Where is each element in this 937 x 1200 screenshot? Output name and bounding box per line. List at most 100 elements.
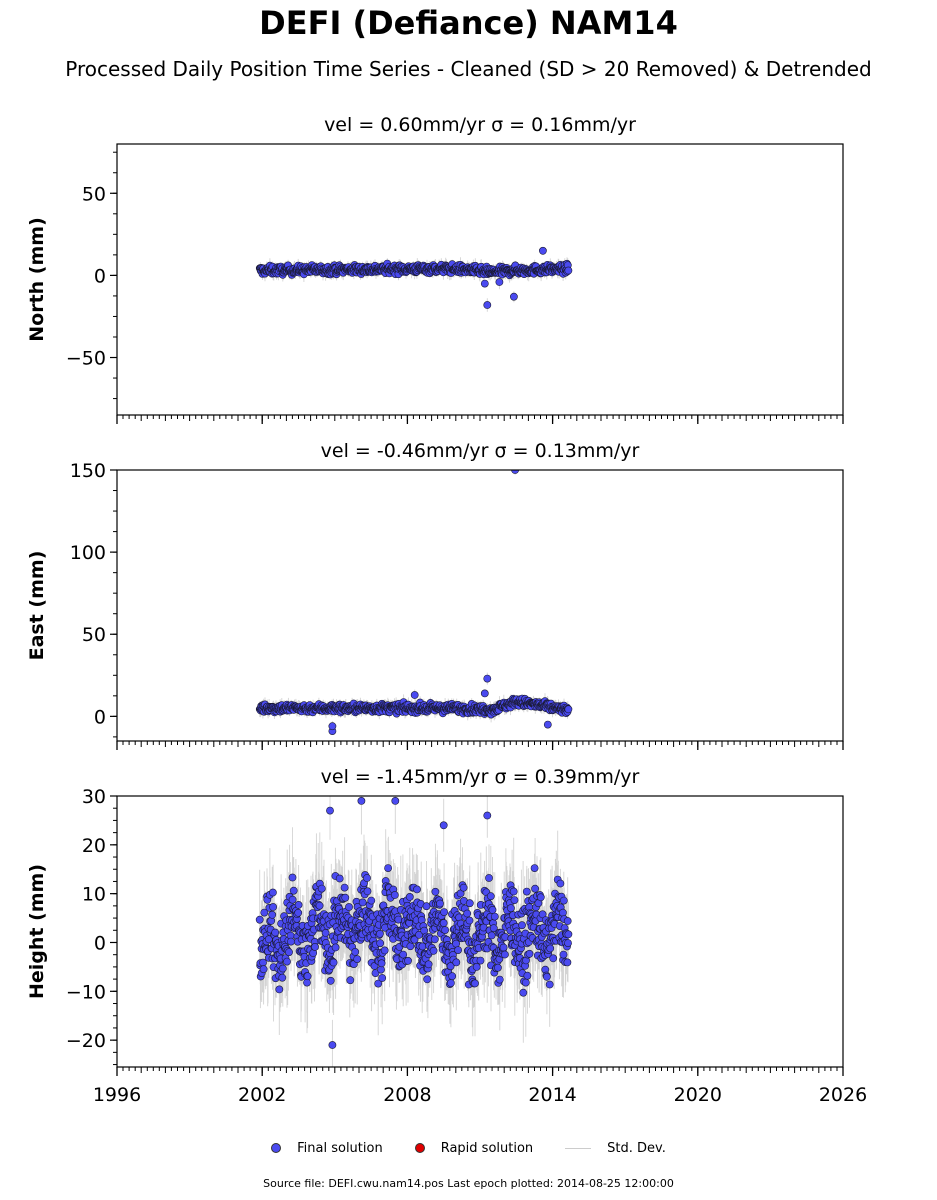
data-point bbox=[351, 948, 360, 956]
data-point bbox=[509, 887, 518, 896]
data-point bbox=[495, 975, 504, 984]
data-point bbox=[486, 892, 495, 901]
data-point bbox=[288, 873, 297, 882]
data-point bbox=[377, 959, 386, 968]
x-tick-label: 2002 bbox=[238, 1084, 286, 1106]
data-point bbox=[518, 921, 526, 930]
y-axis-label: Height (mm) bbox=[26, 864, 48, 999]
data-point bbox=[328, 1041, 337, 1049]
legend-item-final: Final solution bbox=[271, 1141, 383, 1156]
data-point bbox=[563, 958, 572, 967]
final-solution-points bbox=[255, 797, 573, 1049]
data-point bbox=[285, 948, 293, 957]
data-point bbox=[371, 969, 380, 977]
y-tick-label: 150 bbox=[70, 460, 106, 482]
data-point bbox=[431, 887, 440, 896]
data-point bbox=[358, 898, 367, 907]
data-point bbox=[271, 928, 280, 937]
data-point bbox=[422, 902, 431, 911]
data-point bbox=[539, 246, 547, 255]
data-point bbox=[564, 266, 573, 275]
legend: Final solution Rapid solution Std. Dev. bbox=[0, 1138, 937, 1158]
data-point bbox=[499, 943, 508, 952]
data-point bbox=[543, 720, 552, 729]
legend-label-rapid: Rapid solution bbox=[440, 1140, 534, 1156]
data-point bbox=[564, 930, 573, 939]
panel-2: 0 50 100 150 vel = -0.46mm/yr σ = 0.13mm/yr E… bbox=[26, 440, 844, 750]
data-point bbox=[410, 935, 419, 944]
data-point bbox=[275, 985, 284, 994]
data-point bbox=[294, 908, 303, 917]
data-point bbox=[563, 917, 572, 925]
data-point bbox=[380, 946, 389, 955]
panel-title: vel = -1.45mm/yr σ = 0.39mm/yr bbox=[321, 766, 640, 788]
data-point bbox=[510, 896, 519, 904]
x-tick-label: 2026 bbox=[819, 1084, 867, 1106]
data-point bbox=[390, 891, 399, 899]
data-point bbox=[564, 939, 572, 947]
data-point bbox=[413, 885, 421, 894]
data-point bbox=[329, 958, 338, 967]
y-tick-label: 0 bbox=[94, 706, 106, 728]
data-point bbox=[357, 797, 366, 805]
panel-3: −20 −10 0 10 20 30 1996 2002 2008 2014 2020 2026 vel… bbox=[26, 766, 867, 1106]
data-point bbox=[429, 946, 438, 955]
data-point bbox=[476, 956, 485, 965]
data-point bbox=[523, 971, 532, 980]
data-point bbox=[543, 972, 551, 981]
page-subtitle: Processed Daily Position Time Series - C… bbox=[65, 57, 872, 81]
data-point bbox=[341, 893, 350, 902]
panel-title: vel = 0.60mm/yr σ = 0.16mm/yr bbox=[324, 114, 636, 136]
data-point bbox=[446, 962, 455, 971]
y-tick-label: 0 bbox=[94, 932, 106, 954]
data-point bbox=[415, 930, 423, 939]
data-point bbox=[525, 949, 534, 958]
data-point bbox=[559, 908, 567, 917]
data-point bbox=[485, 874, 493, 882]
data-point bbox=[564, 705, 573, 714]
data-point bbox=[536, 893, 545, 902]
data-point bbox=[410, 691, 419, 699]
data-point bbox=[375, 929, 384, 938]
std-dev-bars bbox=[259, 247, 569, 312]
data-point bbox=[335, 874, 344, 883]
data-point bbox=[440, 908, 448, 916]
data-point bbox=[315, 901, 324, 910]
data-point bbox=[405, 893, 414, 901]
data-point bbox=[404, 956, 412, 965]
data-point bbox=[321, 929, 330, 937]
data-point bbox=[452, 939, 460, 948]
x-tick-label: 2020 bbox=[674, 1084, 722, 1106]
final-solution-points bbox=[255, 470, 573, 735]
data-point bbox=[326, 806, 334, 815]
source-note: Source file: DEFI.cwu.nam14.pos Last epo… bbox=[263, 1177, 674, 1190]
data-point bbox=[418, 942, 427, 951]
panel-title: vel = -0.46mm/yr σ = 0.13mm/yr bbox=[321, 440, 640, 462]
axes-frame bbox=[116, 469, 844, 742]
data-point bbox=[436, 899, 444, 908]
data-point bbox=[510, 292, 518, 301]
data-point bbox=[287, 937, 295, 946]
y-axis-label: North (mm) bbox=[26, 217, 48, 342]
data-point bbox=[465, 916, 474, 925]
data-point bbox=[326, 976, 335, 985]
data-point bbox=[288, 895, 297, 904]
data-point bbox=[480, 279, 489, 288]
x-minor-ticks bbox=[116, 741, 844, 747]
data-point bbox=[511, 470, 519, 474]
legend-label-stddev: Std. Dev. bbox=[607, 1140, 666, 1156]
data-point bbox=[519, 988, 528, 997]
data-point bbox=[391, 797, 400, 805]
data-point bbox=[303, 978, 311, 987]
x-minor-ticks bbox=[116, 415, 844, 421]
data-point bbox=[495, 278, 504, 286]
data-point bbox=[423, 975, 432, 984]
data-point bbox=[424, 960, 433, 969]
legend-label-final: Final solution bbox=[297, 1140, 383, 1156]
y-tick-label: 50 bbox=[82, 624, 106, 646]
data-point bbox=[483, 811, 492, 820]
data-point bbox=[441, 926, 449, 934]
data-point bbox=[521, 978, 530, 987]
data-point bbox=[259, 958, 267, 967]
data-point bbox=[384, 864, 392, 872]
